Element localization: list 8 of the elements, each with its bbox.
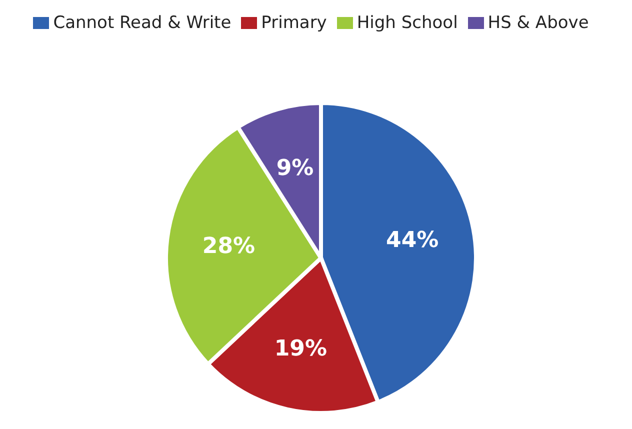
- data-label: 9%: [276, 156, 314, 182]
- data-label: 44%: [386, 228, 439, 254]
- data-label: 28%: [202, 234, 256, 259]
- legend-label: HS & Above: [488, 13, 589, 33]
- data-label: 19%: [274, 336, 328, 362]
- legend-label: Cannot Read & Write: [53, 13, 232, 33]
- legend-label: High School: [356, 13, 458, 33]
- legend-label: Primary: [261, 13, 327, 33]
